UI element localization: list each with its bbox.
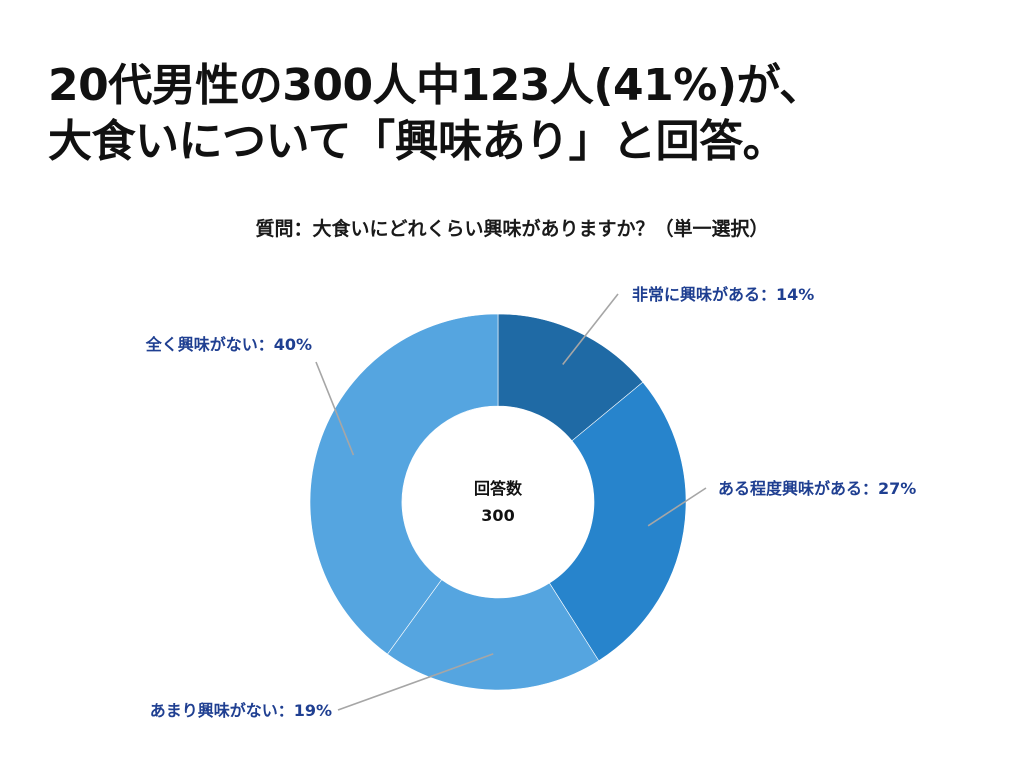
center-label: 回答数: [474, 479, 523, 498]
slice-label: あまり興味がない：19%: [150, 701, 332, 720]
donut-slice: [309, 313, 499, 655]
donut-slices: [309, 313, 687, 691]
slice-labels: 非常に興味がある：14% ある程度興味がある：27% あまり興味がない：19% 全く興…: [145, 285, 917, 720]
title-line-1: 20代男性の300人中123人(41%)が、: [48, 60, 823, 111]
slice-label: ある程度興味がある：27%: [718, 479, 916, 498]
donut-slice: [549, 381, 687, 662]
question-text: 質問：大食いにどれくらい興味がありますか？（単一選択）: [255, 218, 769, 240]
donut-slice: [387, 579, 600, 691]
page-title: 20代男性の300人中123人(41%)が、 大食いについて「興味あり」と回答。: [48, 58, 988, 170]
leader-line: [337, 653, 494, 711]
leader-line: [315, 361, 355, 456]
slice-label: 非常に興味がある：14%: [632, 285, 814, 304]
slice-label: 全く興味がない：40%: [145, 335, 312, 354]
title-line-2: 大食いについて「興味あり」と回答。: [48, 116, 787, 167]
leader-line: [647, 487, 707, 527]
center-value: 300: [481, 506, 514, 525]
leader-line: [562, 293, 619, 365]
leader-lines: [315, 293, 707, 711]
